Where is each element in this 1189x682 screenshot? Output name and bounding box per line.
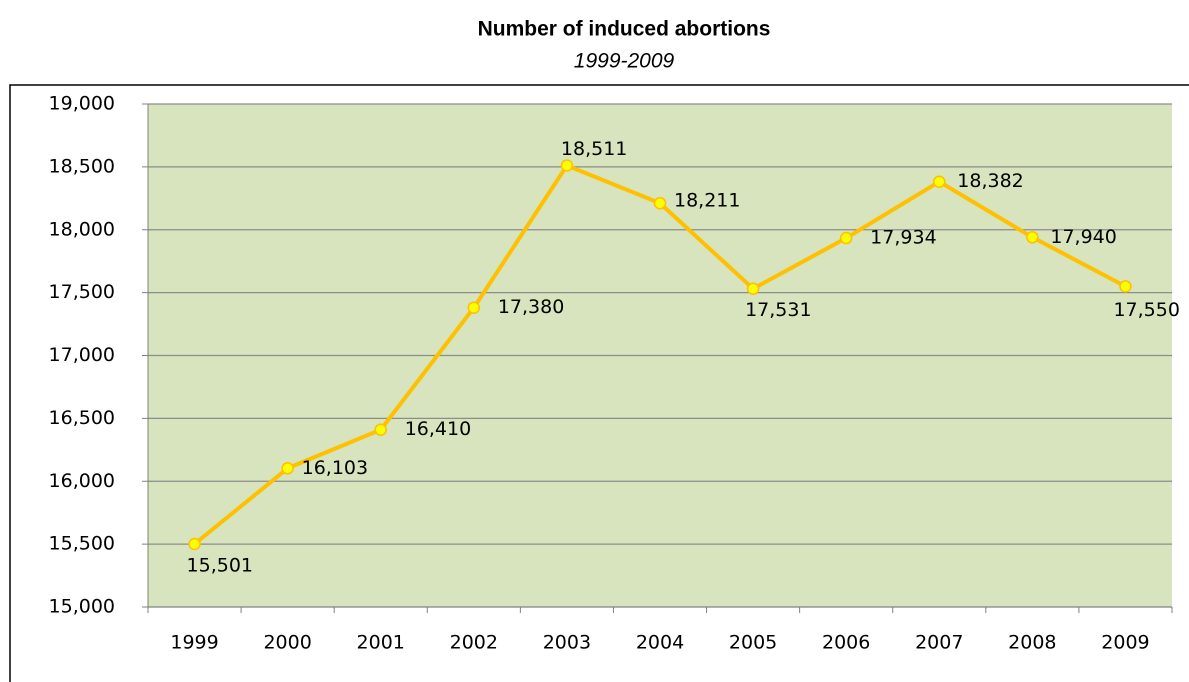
chart-subtitle: 1999-2009: [574, 50, 675, 73]
data-label: 17,934: [870, 227, 936, 249]
y-tick-label: 18,000: [49, 218, 115, 240]
y-tick-label: 15,500: [49, 533, 115, 555]
x-tick-label: 2001: [357, 632, 405, 654]
chart-border: [9, 84, 1189, 682]
x-tick-label: 2009: [1101, 632, 1149, 654]
y-tick-label: 15,000: [49, 596, 115, 618]
x-tick-label: 2006: [822, 632, 870, 654]
marker: [933, 175, 946, 188]
y-tick-label: 18,500: [49, 155, 115, 177]
x-tick-label: 2004: [636, 632, 684, 654]
marker: [467, 301, 481, 314]
chart-title: Number of induced abortions: [478, 18, 771, 41]
x-tick-label: 2007: [915, 632, 963, 654]
marker: [1119, 280, 1132, 293]
x-tick-label: 2003: [543, 632, 591, 654]
y-tick-label: 17,000: [49, 344, 115, 366]
x-tick-label: 2000: [263, 632, 311, 654]
marker: [374, 423, 387, 436]
data-label: 18,511: [561, 138, 627, 160]
data-label: 15,501: [187, 554, 253, 576]
marker: [281, 462, 294, 475]
x-tick-label: 1999: [170, 632, 218, 654]
marker: [653, 196, 667, 210]
y-tick-label: 17,500: [49, 281, 115, 303]
marker: [746, 282, 760, 295]
marker: [839, 231, 853, 245]
data-label: 18,382: [957, 170, 1023, 192]
data-label: 17,531: [745, 299, 811, 321]
marker: [1026, 231, 1039, 244]
x-tick-label: 2008: [1008, 632, 1056, 654]
data-label: 17,940: [1050, 226, 1116, 248]
y-tick-label: 16,000: [49, 470, 115, 492]
x-tick-label: 2002: [450, 632, 498, 654]
marker: [188, 537, 201, 551]
marker: [560, 159, 574, 172]
y-tick-label: 19,000: [49, 93, 115, 115]
data-label: 17,380: [498, 296, 564, 318]
x-tick-label: 2005: [729, 632, 777, 654]
data-label: 16,103: [302, 457, 368, 479]
data-label: 17,550: [1113, 299, 1179, 321]
data-label: 16,410: [405, 418, 471, 440]
data-label: 18,211: [674, 190, 740, 212]
y-tick-label: 16,500: [49, 407, 115, 429]
